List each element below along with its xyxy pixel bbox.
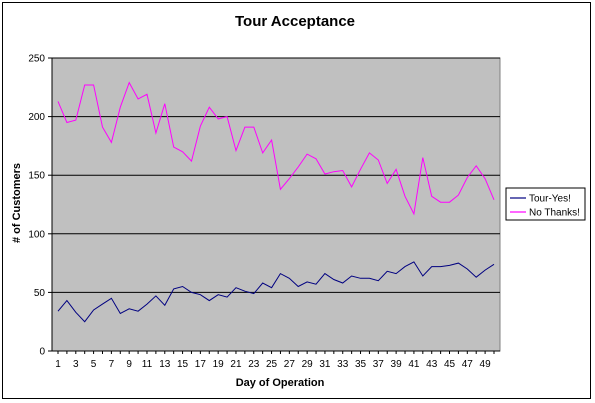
x-tick-label: 23 <box>248 359 260 370</box>
legend-label: No Thanks! <box>529 208 580 219</box>
y-tick-label: 200 <box>28 112 45 123</box>
legend: Tour-Yes! No Thanks! <box>505 187 586 221</box>
y-tick-label: 250 <box>28 54 45 65</box>
x-tick-label: 25 <box>266 359 278 370</box>
x-axis-title: Day of Operation <box>236 377 325 389</box>
x-tick-label: 15 <box>177 359 189 370</box>
chart-title: Tour Acceptance <box>235 13 355 30</box>
series-line-2 <box>57 81 495 216</box>
y-axis-title: # of Customers <box>11 163 23 243</box>
series-layer <box>57 81 495 323</box>
y-tick-label: 50 <box>34 288 46 299</box>
y-tick-label: 100 <box>28 229 45 240</box>
x-tick-label: 45 <box>444 359 456 370</box>
x-tick-label: 29 <box>302 359 314 370</box>
x-tick-label: 37 <box>373 359 385 370</box>
x-tick-label: 5 <box>91 359 97 370</box>
x-tick-label: 35 <box>355 359 367 370</box>
series-line-1 <box>57 261 495 323</box>
x-tick-label: 33 <box>337 359 349 370</box>
legend-label: Tour-Yes! <box>529 194 571 205</box>
x-tick-label: 7 <box>109 359 115 370</box>
legend-box <box>505 187 586 221</box>
gridlines <box>52 57 500 293</box>
y-axis-ticks: 0 50 100 150 200 250 <box>28 54 52 358</box>
x-tick-label: 39 <box>391 359 403 370</box>
x-tick-label: 27 <box>284 359 296 370</box>
x-tick-label: 47 <box>462 359 474 370</box>
plot-area <box>51 57 501 352</box>
x-tick-label: 1 <box>55 359 61 370</box>
x-tick-label: 17 <box>195 359 207 370</box>
x-tick-label: 49 <box>480 359 492 370</box>
x-tick-label: 41 <box>408 359 420 370</box>
x-tick-label: 11 <box>142 359 153 370</box>
y-tick-label: 150 <box>28 171 45 182</box>
x-tick-label: 3 <box>73 359 79 370</box>
x-tick-label: 21 <box>230 359 242 370</box>
x-tick-label: 19 <box>213 359 225 370</box>
x-tick-label: 43 <box>426 359 438 370</box>
y-tick-label: 0 <box>39 347 45 358</box>
x-tick-label: 13 <box>159 359 171 370</box>
x-tick-label: 9 <box>126 359 132 370</box>
x-tick-label: 31 <box>319 359 331 370</box>
x-axis-ticks: 1 3 5 7 9 11 13 15 17 19 21 23 25 27 29 31 33 35 37 39 41 43 4… <box>55 351 495 370</box>
